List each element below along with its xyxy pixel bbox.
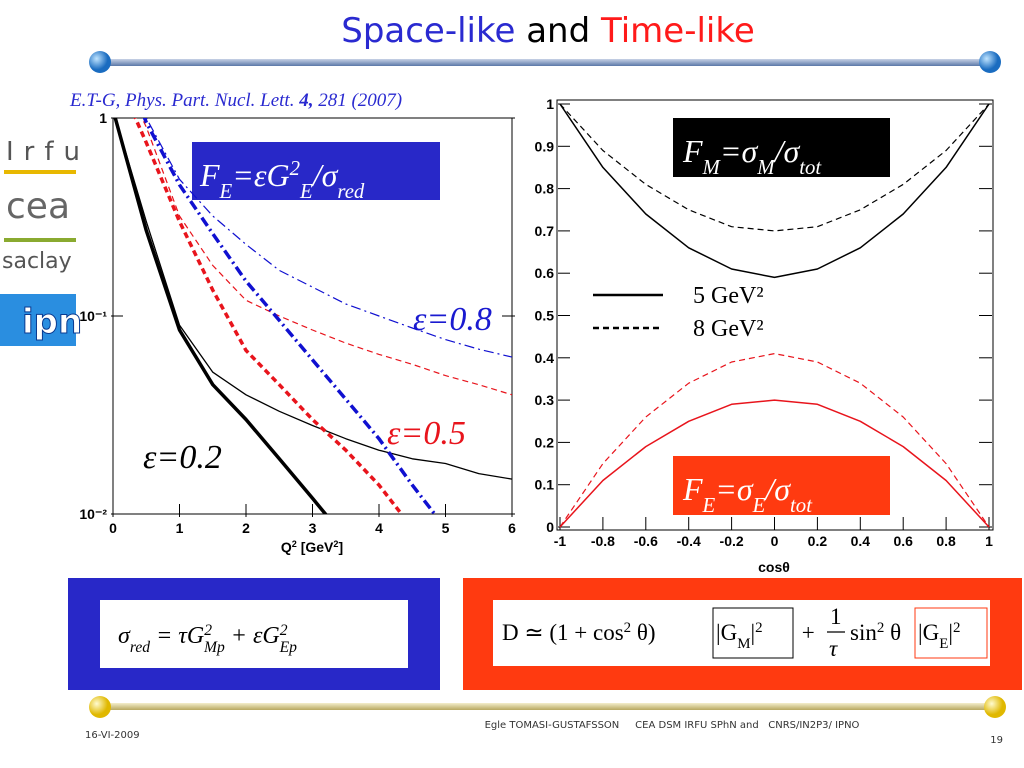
y-tick-label: 0.3 <box>535 392 555 408</box>
annotation-box <box>673 118 890 177</box>
series-line <box>133 118 404 514</box>
x-tick-label: -0.6 <box>634 533 658 549</box>
annotation: FE=σE/σtot <box>682 471 813 517</box>
x-tick-label: -0.2 <box>720 533 744 549</box>
series-line <box>141 118 512 396</box>
series-line <box>559 103 990 232</box>
annotation-box <box>673 456 890 515</box>
y-tick-label: 1 <box>99 110 107 126</box>
x-tick-label: 1 <box>176 520 184 536</box>
x-tick-label: -1 <box>554 533 567 549</box>
x-tick-label: 0.4 <box>851 533 871 549</box>
y-tick-label: 0.6 <box>535 265 555 281</box>
x-tick-label: 1 <box>985 533 993 549</box>
divider <box>100 59 990 66</box>
y-tick-label: 0 <box>546 519 554 535</box>
series-line <box>559 103 990 279</box>
formula: σred = τG2 Mp + εG2 Ep <box>118 622 297 656</box>
x-tick-label: -0.8 <box>591 533 615 549</box>
highlight <box>914 607 988 659</box>
logo-irfu: Irfu <box>6 137 90 167</box>
footer-page: 19 <box>990 735 1003 746</box>
logo-cea: cea <box>6 186 70 227</box>
x-axis-label: Q2 [GeV2] <box>281 539 343 555</box>
y-tick-label: 0.4 <box>535 350 555 366</box>
y-tick-label: 0.7 <box>535 223 555 239</box>
series-line <box>113 118 328 514</box>
x-tick-label: 6 <box>508 520 516 536</box>
annotation: ε=0.2 <box>143 439 222 476</box>
y-tick-label: 0.2 <box>535 434 555 450</box>
highlight <box>712 607 794 659</box>
x-tick-label: 0.8 <box>936 533 956 549</box>
y-tick-label: 0.5 <box>535 308 555 324</box>
bullet <box>984 696 1006 718</box>
x-tick-label: 5 <box>442 520 450 536</box>
y-tick-label: 0.8 <box>535 181 555 197</box>
x-tick-label: 0 <box>771 533 779 549</box>
divider <box>100 703 995 710</box>
plot-area <box>559 103 990 528</box>
bullet <box>979 51 1001 73</box>
slide-title: Space-like and Time-like <box>341 11 755 51</box>
logo-ipn: ipn <box>22 302 82 342</box>
series-line <box>559 353 990 528</box>
x-tick-label: 0.2 <box>808 533 828 549</box>
footer-date: 16-VI-2009 <box>85 730 140 741</box>
footer-author: Egle TOMASI-GUSTAFSSON CEA DSM IRFU SPhN… <box>485 720 860 731</box>
x-tick-label: 2 <box>242 520 250 536</box>
y-tick-label: 10⁻² <box>79 506 107 522</box>
y-tick-label: 1 <box>546 96 554 112</box>
formula-box <box>493 600 990 666</box>
bullet <box>89 51 111 73</box>
annotation: ε=0.8 <box>413 301 492 338</box>
logo-rule <box>4 170 76 174</box>
annotation: FM=σM/σtot <box>682 133 822 179</box>
logo-saclay: saclay <box>2 249 72 274</box>
reference: E.T-G, Phys. Part. Nucl. Lett. 4, 281 (2… <box>69 90 402 111</box>
bullet <box>89 696 111 718</box>
formula-box <box>100 600 408 668</box>
annotation: ε=0.5 <box>387 415 466 452</box>
x-tick-label: 0.6 <box>893 533 913 549</box>
logo-rule <box>4 238 76 242</box>
logo-ipn-bg <box>0 294 76 346</box>
legend-label: 8 GeV² <box>693 316 764 342</box>
plot-area <box>113 118 512 514</box>
annotation-box <box>192 142 440 200</box>
annotation: FE=εG2E/σred <box>199 157 365 203</box>
x-tick-label: 4 <box>375 520 383 536</box>
x-tick-label: 3 <box>309 520 317 536</box>
y-tick-label: 10⁻¹ <box>79 308 107 324</box>
series-line <box>142 118 437 514</box>
y-tick-label: 0.1 <box>535 477 555 493</box>
x-tick-label: 0 <box>109 520 117 536</box>
y-tick-label: 0.9 <box>535 138 555 154</box>
x-tick-label: -0.4 <box>677 533 701 549</box>
x-axis-label: cosθ <box>758 559 790 575</box>
series-line <box>114 118 512 480</box>
series-line <box>145 118 512 358</box>
legend-label: 5 GeV² <box>693 283 764 309</box>
series-line <box>559 399 990 528</box>
